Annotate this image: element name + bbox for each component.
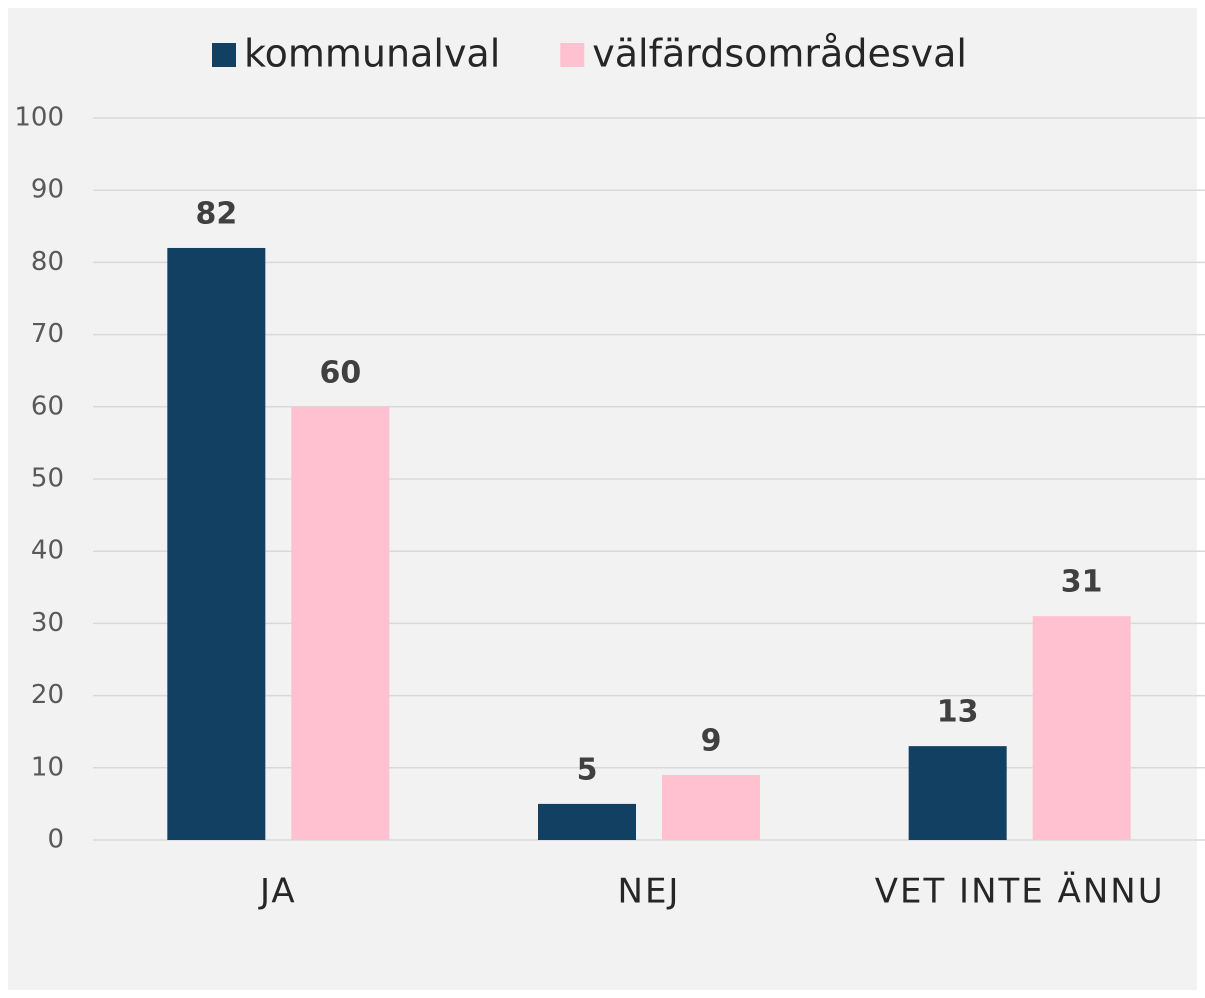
legend-swatch — [560, 43, 585, 67]
data-label: 82 — [195, 196, 237, 231]
y-tick-label: 90 — [31, 175, 64, 205]
bar — [167, 247, 266, 840]
x-tick-label: VET INTE ÄNNU — [875, 872, 1165, 912]
bar — [908, 746, 1007, 840]
y-tick-label: 60 — [31, 391, 64, 421]
x-tick-label: JA — [258, 872, 297, 912]
bar — [662, 775, 760, 840]
y-tick-label: 40 — [31, 536, 64, 566]
y-tick-label: 10 — [31, 752, 64, 782]
bar — [1032, 616, 1131, 840]
bar — [538, 803, 636, 840]
y-tick-label: 0 — [47, 825, 64, 855]
data-label: 5 — [577, 752, 598, 787]
data-label: 31 — [1061, 565, 1103, 600]
legend-swatch — [212, 43, 236, 67]
data-label: 9 — [701, 724, 722, 759]
y-tick-label: 30 — [31, 608, 64, 638]
legend-label: kommunalval — [244, 32, 500, 76]
y-tick-label: 70 — [31, 319, 64, 349]
bar — [291, 406, 390, 840]
y-tick-label: 20 — [31, 680, 64, 710]
data-label: 60 — [319, 355, 361, 390]
data-label: 13 — [937, 695, 979, 730]
y-tick-label: 80 — [31, 247, 64, 277]
y-tick-label: 50 — [31, 464, 64, 494]
legend-label: välfärdsområdesval — [592, 32, 967, 76]
y-tick-label: 100 — [14, 103, 64, 133]
x-tick-label: NEJ — [618, 872, 681, 912]
